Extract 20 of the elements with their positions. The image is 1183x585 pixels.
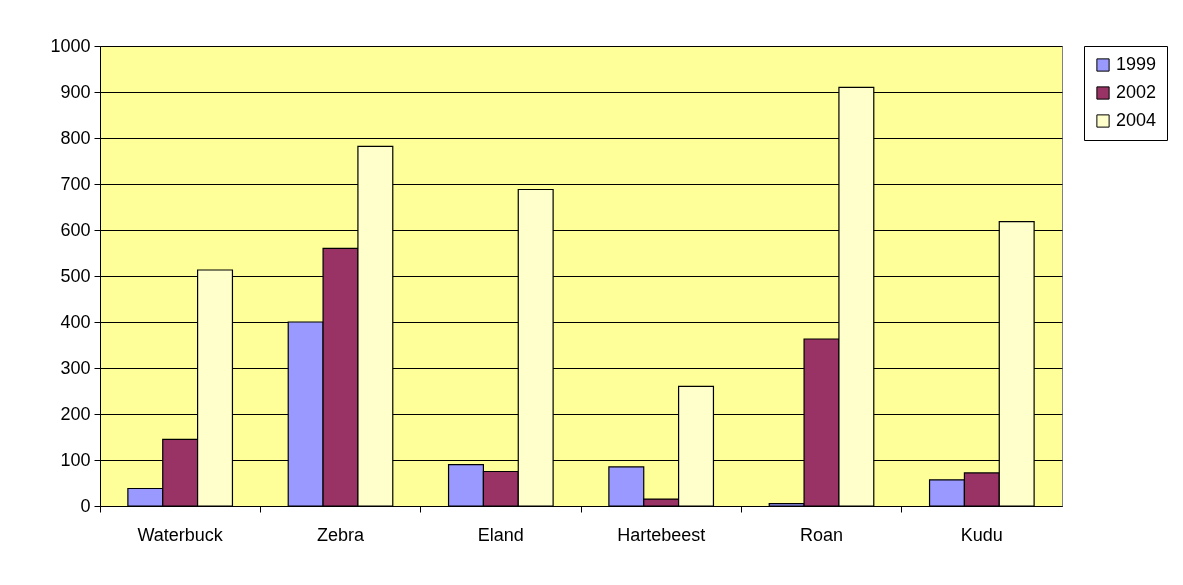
x-tick-label: Roan [799,524,844,545]
y-tick-label: 300 [60,357,91,378]
y-tick-label: 600 [60,219,91,240]
x-tick-label: Kudu [960,524,1003,545]
y-tick-label: 0 [80,495,91,516]
x-tick-label: Waterbuck [137,524,224,545]
y-tick-label: 400 [60,311,91,332]
y-tick-label: 800 [60,127,91,148]
x-tick-label: Hartebeest [617,524,706,545]
legend-label: 2002 [1116,82,1157,102]
y-tick-label: 100 [60,449,91,470]
legend-label: 1999 [1116,54,1157,74]
legend-label: 2004 [1116,110,1157,130]
y-tick-label: 500 [60,265,91,286]
y-tick-label: 200 [60,403,91,424]
y-tick-label: 700 [60,173,91,194]
y-tick-label: 1000 [50,35,91,56]
x-tick-label: Zebra [316,524,365,545]
x-tick-label: Eland [477,524,524,545]
y-tick-label: 900 [60,81,91,102]
